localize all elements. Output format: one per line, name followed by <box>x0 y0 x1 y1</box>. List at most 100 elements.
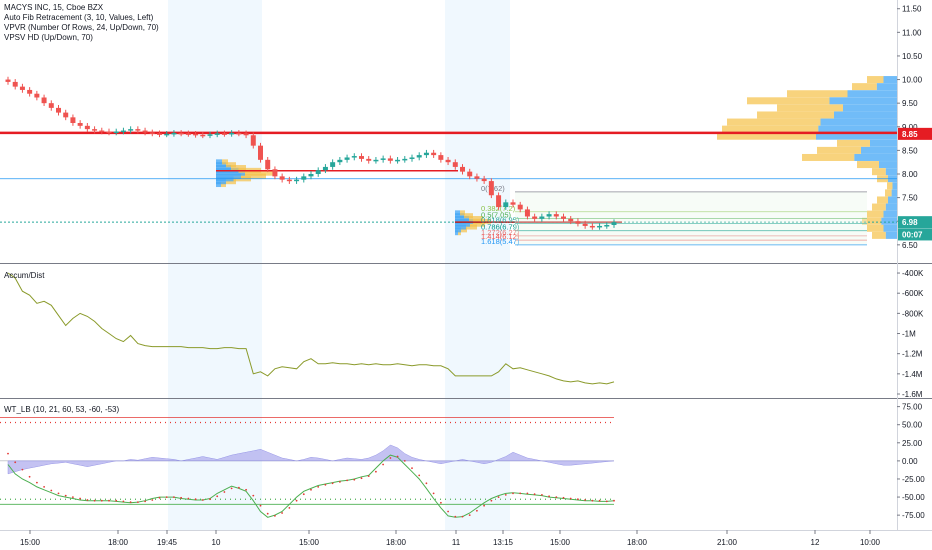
wt2-dot-72 <box>526 492 529 495</box>
wt2-dot-0 <box>7 452 9 455</box>
candle-body-81 <box>589 225 595 228</box>
wt2-dot-10 <box>79 497 81 500</box>
wt2-dot-77 <box>562 496 565 499</box>
candle-body-40 <box>294 179 300 182</box>
vp-blue-10 <box>861 146 897 154</box>
sess1-vp-blue-3 <box>216 173 241 179</box>
wt2-dot-32 <box>238 486 240 489</box>
wt2-dot-82 <box>598 499 601 502</box>
candle-body-7 <box>56 107 61 113</box>
ad-tick-label-3: -1M <box>902 330 916 339</box>
fib-label-6: 1.414(6.12) <box>481 232 520 241</box>
candle-body-22 <box>164 133 170 136</box>
sess2-vp-yellow-3 <box>470 221 485 227</box>
vp-yellow-7 <box>722 125 819 133</box>
wt2-dot-49 <box>360 477 363 480</box>
candle-body-83 <box>604 225 610 227</box>
candle-body-38 <box>279 176 285 180</box>
sess1-vp-yellow-6 <box>231 165 246 171</box>
candle-body-3 <box>27 89 33 94</box>
vp-yellow-21 <box>867 224 884 232</box>
vp-yellow-19 <box>867 210 884 218</box>
wt2-dot-75 <box>548 495 550 498</box>
price-tag-bg-1 <box>898 216 932 229</box>
pane2-title: Accum/Dist <box>4 271 45 280</box>
candle-body-64 <box>467 171 473 177</box>
vp-blue-22 <box>885 231 897 239</box>
candle-body-36 <box>265 159 271 170</box>
wt2-dot-53 <box>389 457 392 459</box>
time-tick-label-8: 15:00 <box>550 538 571 547</box>
candle-body-12 <box>92 129 98 131</box>
wt2-dot-17 <box>129 501 132 503</box>
wt2-dot-52 <box>382 463 384 466</box>
price-tick-label-1: 11.00 <box>902 28 922 37</box>
wt2-dot-70 <box>512 492 514 495</box>
time-tick-label-0: 15:00 <box>20 538 41 547</box>
fib-label-4: 0.786(6.79) <box>481 223 520 232</box>
candle-body-45 <box>330 162 336 167</box>
candle-body-41 <box>301 176 307 180</box>
wt2-dot-3 <box>28 475 31 478</box>
candle-body-69 <box>503 202 509 208</box>
vp-blue-6 <box>820 118 897 126</box>
wt2-dot-59 <box>432 492 435 495</box>
wt2-dot-76 <box>555 496 558 498</box>
wt2-dot-25 <box>187 497 190 500</box>
wt2-dot-23 <box>173 496 175 498</box>
candle-body-10 <box>77 123 83 126</box>
sess1-vp-blue-0 <box>216 182 221 188</box>
candle-body-51 <box>373 159 379 162</box>
price-tag-0: 8.85 <box>902 130 918 139</box>
wt-tick-label-1: 50.00 <box>902 421 923 430</box>
price-tag-bg-2 <box>898 228 932 241</box>
time-tick-label-6: 11 <box>452 538 461 547</box>
vp-blue-21 <box>883 224 897 232</box>
candle-body-53 <box>387 158 393 161</box>
vp-yellow-17 <box>877 196 888 204</box>
candle-body-5 <box>41 97 47 104</box>
price-tick-label-2: 10.50 <box>902 52 923 61</box>
candle-body-68 <box>496 195 502 208</box>
wt2-dot-33 <box>245 488 248 491</box>
wt2-dot-55 <box>403 460 406 462</box>
wt2-dot-11 <box>86 499 89 501</box>
candle-body-75 <box>546 214 552 217</box>
vp-yellow-18 <box>872 203 886 211</box>
candle-body-26 <box>193 133 199 136</box>
wt2-dot-57 <box>418 474 421 477</box>
wt2-dot-45 <box>331 482 334 485</box>
wt2-dot-29 <box>216 495 219 498</box>
wt2-dot-21 <box>158 496 161 499</box>
time-tick-label-9: 18:00 <box>627 538 648 547</box>
wt2-dot-60 <box>440 501 442 504</box>
wt2-dot-46 <box>339 481 341 483</box>
wt2-dot-81 <box>591 499 594 502</box>
wt2-dot-42 <box>310 488 312 491</box>
sess2-vp-blue-4 <box>455 218 473 224</box>
time-tick-label-1: 18:00 <box>108 538 129 547</box>
vp-yellow-1 <box>852 83 877 91</box>
ad-tick-label-0: -400K <box>902 269 924 278</box>
sess1-vp-blue-8 <box>216 159 222 165</box>
wt2-dot-65 <box>476 509 478 512</box>
time-tick-label-5: 18:00 <box>386 538 407 547</box>
ad-tick-label-1: -600K <box>902 289 924 298</box>
ad-tick-label-6: -1.6M <box>902 390 923 399</box>
wt2-dot-31 <box>230 487 233 490</box>
vp-yellow-13 <box>872 168 886 176</box>
vp-blue-11 <box>854 153 897 161</box>
candle-body-74 <box>539 216 545 219</box>
wt-tick-label-5: -50.00 <box>902 493 925 502</box>
wt2-dot-74 <box>541 494 543 496</box>
vp-yellow-9 <box>837 139 870 147</box>
vp-yellow-16 <box>885 189 892 197</box>
candle-body-44 <box>322 166 328 171</box>
candle-body-18 <box>135 129 141 131</box>
wt2-dot-64 <box>468 514 471 516</box>
candle-body-82 <box>597 225 603 228</box>
candle-body-42 <box>308 174 314 177</box>
price-tag-2: 00:07 <box>902 230 923 239</box>
wt2-dot-67 <box>490 499 493 502</box>
